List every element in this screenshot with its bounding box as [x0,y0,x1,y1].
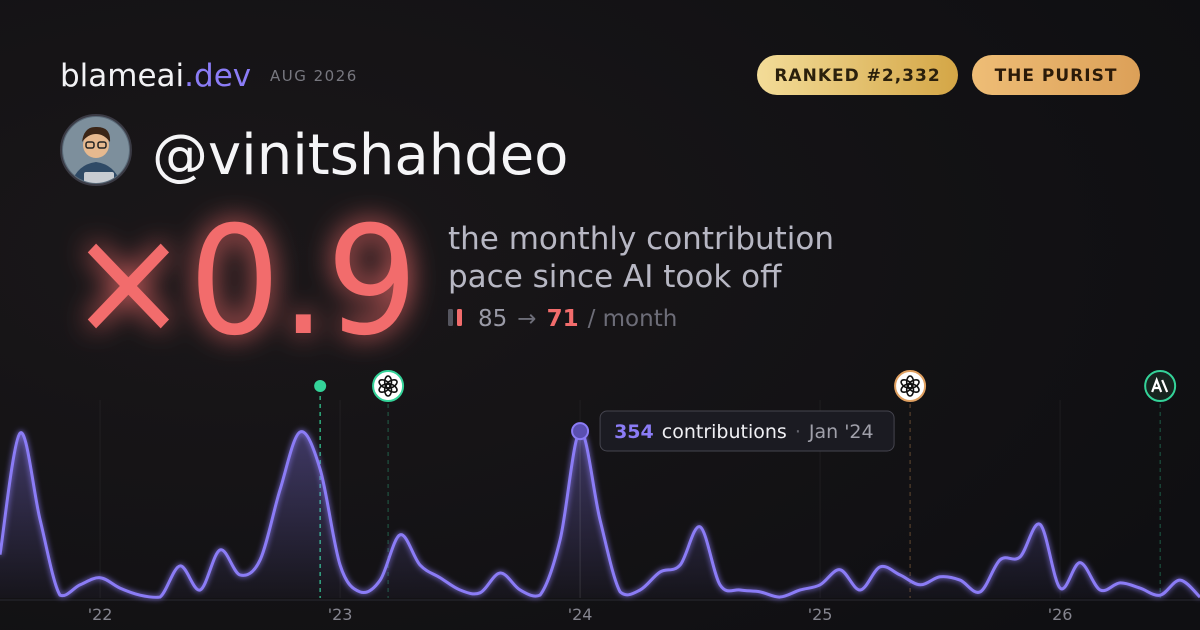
before: 85 [478,306,507,332]
brand-name: blameai [60,58,184,94]
description-line: the monthly contribution [448,221,834,257]
rank-text: RANKED #2,332 [774,66,940,86]
event-glyph [378,375,398,397]
handle: @vinitshahdeo [152,123,568,188]
arrow: → [517,306,536,332]
avatar [60,114,132,186]
pace: 85 → 71 / month [478,306,677,332]
rank-badge [757,55,958,95]
event-dot [314,380,327,392]
tooltip-date: Jan '24 [808,421,874,443]
brand: blameai.dev [60,58,251,94]
event-icon [372,370,405,402]
glyph-part [1151,376,1169,393]
persona-text: THE PURIST [995,66,1118,86]
tooltip-point [571,422,590,441]
line [0,429,1200,599]
event-glyph [1151,376,1169,393]
pace-icon [457,309,462,326]
unit: / month [588,306,678,332]
pace-icon [448,309,453,326]
area [0,430,1200,598]
tooltip-separator: · [795,421,801,443]
date: AUG 2026 [270,67,358,85]
event-glyph [900,375,920,397]
event-icon [1144,370,1177,402]
tooltip-text: 354 contributions · Jan '24 [614,421,874,443]
x-tick-label: '24 [568,605,593,624]
multiplier: ×0.9 [68,195,418,369]
x-tick-label: '25 [808,605,833,624]
event-icon [894,370,927,402]
glyph-part [378,378,391,390]
description-line: pace since AI took off [448,259,782,295]
tooltip-label: contributions [662,421,787,443]
chart: '22 '23 '24 '25 '26 354 contributions · Jan '24 [0,370,1200,624]
brand-tld: .dev [184,58,251,94]
x-tick-label: '23 [328,605,353,624]
persona-badge [972,55,1140,95]
x-tick-label: '22 [88,605,113,624]
glyph-part [900,378,913,390]
after: 71 [547,306,579,332]
tooltip-box [599,410,895,452]
x-tick-label: '26 [1048,605,1073,624]
tooltip-value: 354 [614,421,654,443]
